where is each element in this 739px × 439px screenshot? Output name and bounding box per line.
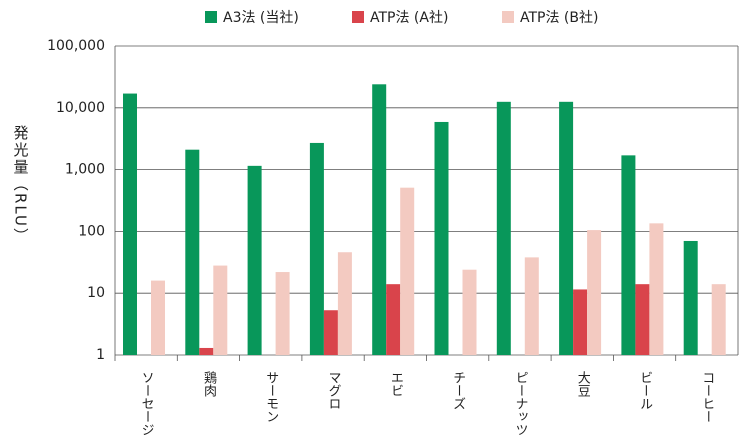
bar (247, 165, 262, 355)
bar (323, 310, 338, 355)
x-tick-label: ソーセージ (139, 371, 155, 436)
y-tick-label: 10 (87, 285, 105, 301)
x-tick-label: チーズ (450, 371, 465, 410)
bar (711, 284, 726, 355)
bar (496, 101, 511, 355)
bar (337, 252, 352, 355)
legend-swatch (205, 11, 217, 23)
legend-label: A3法 (当社) (223, 10, 299, 26)
legend-label: ATP法 (B社) (520, 10, 598, 26)
bar (400, 187, 415, 355)
bar (185, 149, 200, 355)
legend-label: ATP法 (A社) (370, 10, 448, 26)
y-tick-label: 100,000 (47, 38, 105, 54)
bar (573, 289, 588, 355)
bar (372, 84, 387, 355)
y-tick-label: 1,000 (65, 162, 105, 178)
x-tick-label: 鶏肉 (201, 371, 217, 397)
x-tick-label: サーモン (263, 371, 278, 423)
bar (635, 284, 650, 355)
y-tick-label: 100 (78, 223, 105, 239)
bar (199, 347, 214, 355)
x-tick-label: エビ (388, 371, 403, 397)
legend-swatch (352, 11, 364, 23)
bar (275, 272, 290, 355)
x-tick-label: 大豆 (575, 371, 591, 397)
x-tick-label: マグロ (326, 371, 342, 410)
legend-swatch (502, 11, 514, 23)
y-tick-label: 1 (96, 347, 105, 363)
bar (462, 269, 477, 355)
y-axis-label: 発光量（RLU） (12, 125, 30, 245)
x-tick-label: ビール (637, 371, 652, 410)
bar (524, 257, 539, 355)
bar (151, 280, 165, 355)
bar (309, 142, 324, 355)
x-tick-label: ピーナッツ (512, 371, 527, 436)
bar (621, 155, 636, 355)
bar (683, 240, 698, 355)
bar (434, 121, 449, 356)
x-tick-label: コーヒー (699, 371, 714, 423)
bar (649, 223, 664, 355)
y-tick-label: 10,000 (56, 100, 105, 116)
bar (587, 230, 602, 355)
bar (213, 265, 228, 355)
bar (123, 93, 137, 355)
bar (386, 284, 401, 355)
bar (559, 101, 574, 355)
